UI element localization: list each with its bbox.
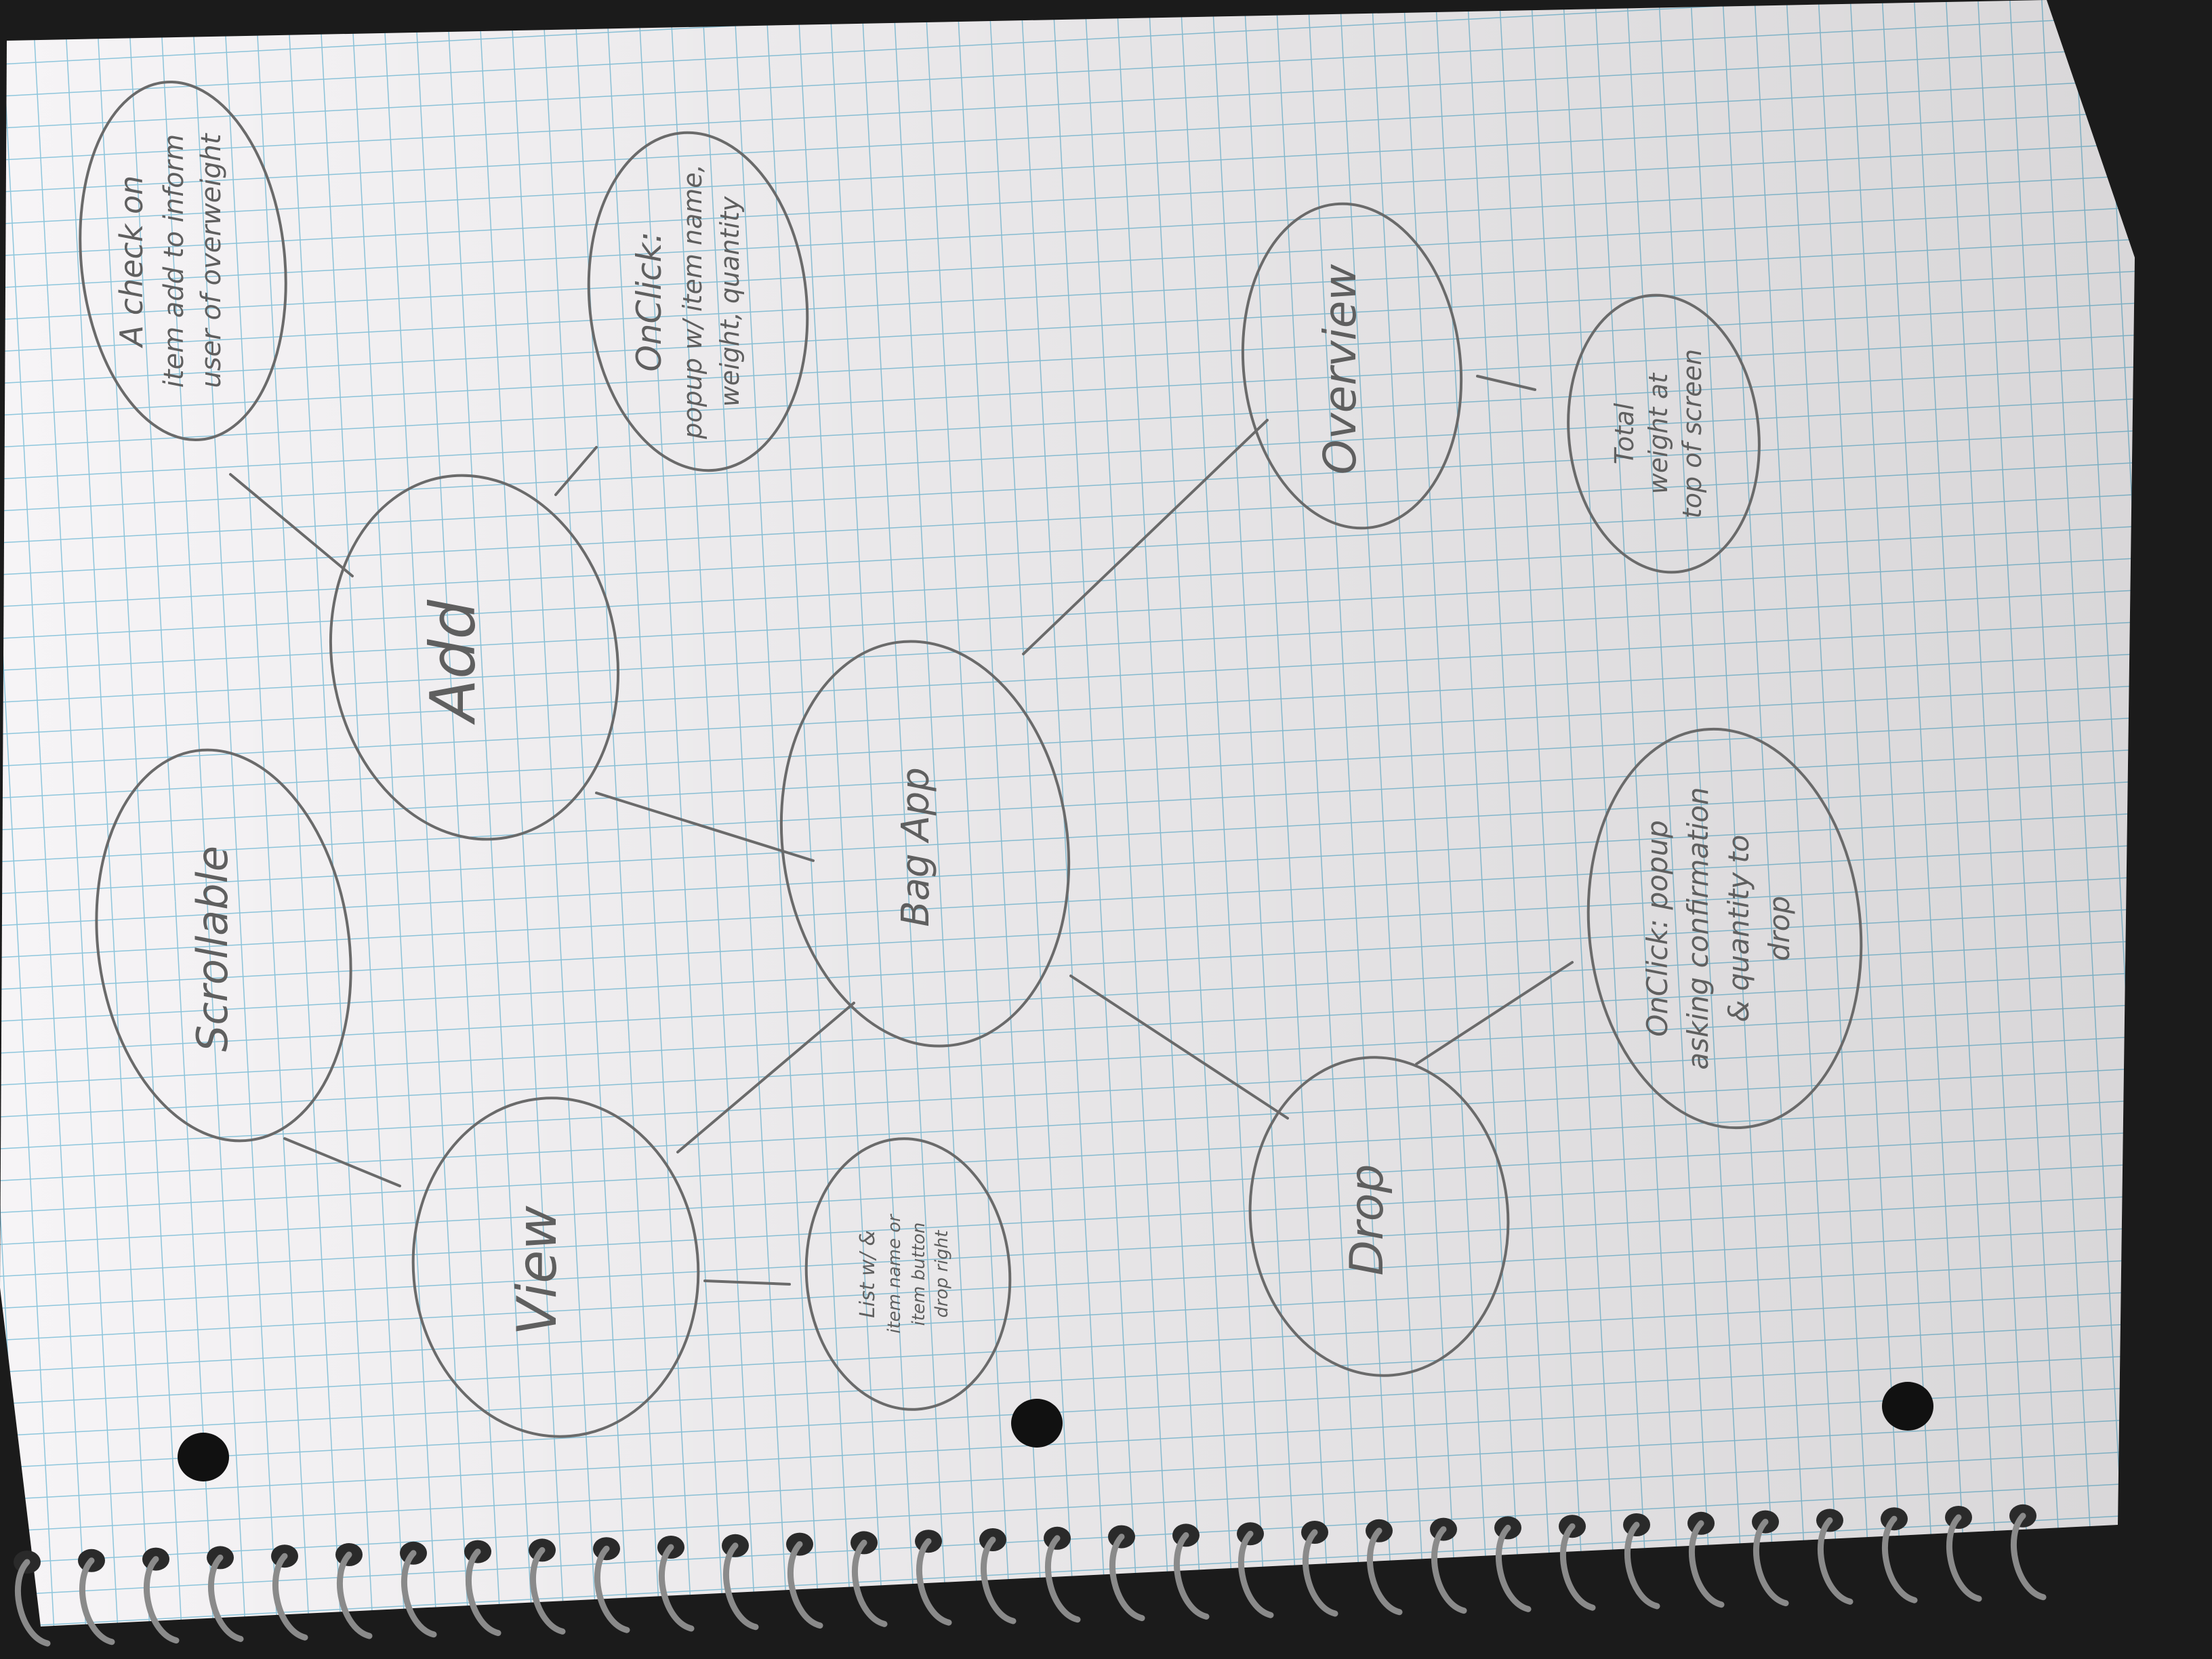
- connector-line: [1415, 961, 1574, 1065]
- note-line: drop right: [932, 1230, 952, 1318]
- punch-hole: [1882, 1382, 1933, 1431]
- spiral-coil: [1882, 1515, 1918, 1603]
- drop-label: Drop: [1340, 1164, 1394, 1275]
- scrollable-bubble: [95, 748, 352, 1143]
- punch-hole: [178, 1433, 229, 1481]
- connector-line: [676, 1002, 855, 1153]
- spiral-coil: [79, 1557, 115, 1645]
- overview-bubble: [1241, 202, 1463, 530]
- spiral-coil: [1238, 1530, 1274, 1618]
- mind-map: [79, 80, 1863, 1438]
- connector-line: [1069, 975, 1289, 1120]
- spiral-binding: [14, 1504, 2047, 1647]
- spiral-coil: [1689, 1520, 1725, 1608]
- add-onclick-note: OnClick: popup w/ item name, weight, qua…: [630, 164, 745, 440]
- spiral-coil: [272, 1553, 308, 1641]
- note-line: user of overweight: [196, 133, 227, 388]
- spiral-coil: [1753, 1519, 1789, 1607]
- drop-onclick-note: OnClick: popup asking confirmation & qua…: [1641, 787, 1796, 1069]
- note-line: item add to inform: [159, 134, 190, 388]
- spiral-coil: [1496, 1524, 1532, 1612]
- note-line: top of screen: [1677, 349, 1707, 518]
- add-check-bubble: [79, 80, 287, 442]
- view-list-bubble: [804, 1137, 1012, 1411]
- spiral-coil: [1431, 1526, 1467, 1614]
- add-check-note: A check on item add to inform user of ov…: [113, 133, 227, 388]
- note-line: item name or: [884, 1213, 905, 1334]
- add-bubble: [329, 474, 620, 841]
- spiral-coil: [659, 1544, 695, 1632]
- mind-map-labels: Bag App Add View Drop Overview Scrollabl…: [113, 133, 1796, 1336]
- spiral-coil: [530, 1547, 566, 1635]
- view-label: View: [506, 1206, 569, 1336]
- note-line: Total: [1610, 403, 1639, 464]
- connector-line: [229, 473, 354, 577]
- spiral-coil: [981, 1536, 1017, 1624]
- add-label: Add: [417, 600, 489, 725]
- connector-line: [1476, 375, 1536, 391]
- spiral-coil: [1045, 1535, 1081, 1623]
- note-line: item button: [909, 1223, 929, 1326]
- spiral-coil: [208, 1554, 244, 1642]
- view-list-note: List w/ & item name or item button drop …: [856, 1213, 952, 1334]
- connector-line: [283, 1137, 401, 1187]
- spiral-coil: [15, 1559, 51, 1647]
- note-line: & quantity to: [1722, 835, 1755, 1023]
- spiral-coil: [466, 1549, 501, 1637]
- punch-hole: [1011, 1399, 1063, 1448]
- connector-line: [703, 1279, 791, 1286]
- spiral-coil: [1303, 1529, 1338, 1617]
- center-bubble: [779, 640, 1071, 1048]
- note-line: A check on: [113, 176, 150, 349]
- drop-bubble: [1248, 1056, 1510, 1377]
- view-bubble: [411, 1097, 700, 1438]
- note-line: drop: [1763, 896, 1796, 961]
- spiral-coil: [1560, 1523, 1596, 1611]
- spiral-coil: [401, 1550, 437, 1638]
- connector-line: [554, 446, 598, 496]
- note-line: OnClick: popup: [1641, 820, 1674, 1037]
- spiral-coil: [1174, 1532, 1210, 1620]
- spiral-coil: [916, 1538, 952, 1626]
- spiral-coil: [1946, 1514, 1982, 1602]
- connector-line: [1022, 419, 1269, 655]
- overview-total-note: Total weight at top of screen: [1610, 349, 1707, 518]
- note-line: asking confirmation: [1681, 787, 1715, 1069]
- overview-total-bubble: [1567, 293, 1761, 574]
- spiral-coil: [337, 1551, 373, 1639]
- spiral-coil: [723, 1542, 759, 1631]
- spiral-coil: [1367, 1528, 1403, 1616]
- spiral-coil: [144, 1556, 180, 1644]
- spiral-coil: [787, 1541, 823, 1629]
- overview-label: Overview: [1314, 264, 1366, 475]
- scrollable-label: Scrollable: [188, 846, 237, 1052]
- connector-line: [595, 792, 815, 862]
- spiral-coil: [1624, 1521, 1660, 1610]
- center-label: Bag App: [894, 767, 938, 926]
- spiral-coil: [852, 1539, 888, 1627]
- spiral-coil: [594, 1545, 630, 1633]
- spiral-coil: [2011, 1513, 2047, 1601]
- note-line: weight at: [1643, 372, 1673, 494]
- spiral-coil: [1818, 1517, 1853, 1605]
- note-line: weight, quantity: [715, 196, 745, 407]
- drop-onclick-bubble: [1586, 727, 1863, 1130]
- note-line: List w/ &: [856, 1230, 880, 1318]
- spiral-coil: [1109, 1534, 1145, 1622]
- add-onclick-bubble: [587, 131, 809, 472]
- punched-holes: [178, 1382, 1933, 1481]
- note-line: popup w/ item name,: [678, 164, 708, 440]
- note-line: OnClick:: [630, 231, 669, 371]
